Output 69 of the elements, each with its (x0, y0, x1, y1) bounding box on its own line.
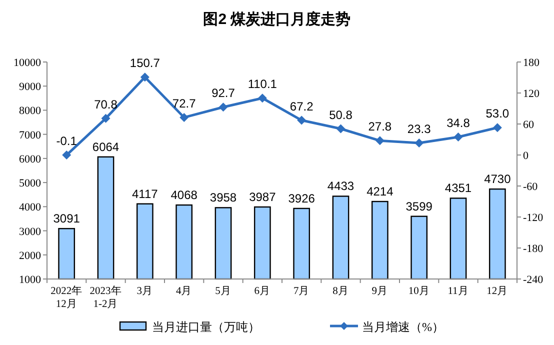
y-tick-label: 5000 (19, 178, 42, 190)
point (454, 132, 463, 142)
y2-tick-label: 60 (523, 119, 534, 131)
data-label: 53.0 (486, 106, 510, 121)
data-label: 72.7 (172, 96, 196, 110)
data-label: 67.2 (290, 99, 314, 114)
y-tick-label: 1000 (19, 274, 42, 286)
data-label: 3958 (210, 190, 237, 205)
y-tick-label: 3000 (19, 226, 42, 238)
point (140, 72, 150, 82)
data-label: 70.8 (94, 97, 118, 112)
data-label: 50.8 (329, 108, 353, 122)
point (180, 112, 189, 122)
x-tick-label: 12月 (486, 285, 508, 297)
y-tick-label: 6000 (19, 153, 42, 166)
x-tick-label: 4月 (176, 285, 192, 297)
data-label: 6064 (92, 140, 120, 154)
x-tick-label: 2022年 12月 (50, 285, 83, 310)
x-tick-label: 8月 (332, 285, 349, 297)
data-label: 4730 (484, 172, 512, 186)
y2-tick-label: -180 (523, 243, 544, 255)
x-tick-label: 6月 (254, 285, 271, 297)
point (258, 94, 267, 103)
chart-title: 图2 煤炭进口月度走势 (203, 10, 351, 28)
y-tick-label: 8000 (19, 105, 42, 118)
y2-tick-label: 0 (523, 150, 529, 162)
y-tick-label: 7000 (19, 129, 42, 142)
point (218, 102, 228, 112)
data-label: 92.7 (212, 86, 236, 100)
y-tick-label: 10000 (14, 57, 42, 69)
point (414, 138, 424, 148)
y-tick-label: 9000 (19, 81, 42, 94)
y2-tick-label: -60 (523, 181, 538, 193)
data-label: 110.1 (248, 77, 278, 92)
legend-label: 当月进口量（万吨） (152, 320, 260, 334)
y2-tick-label: 180 (523, 57, 540, 69)
data-label: 34.8 (446, 116, 470, 130)
data-label: 3987 (249, 190, 276, 204)
data-label: 3599 (406, 199, 433, 214)
data-label: 27.8 (368, 120, 392, 134)
data-label: 4214 (366, 184, 394, 199)
point (336, 124, 346, 134)
x-tick-label: 7月 (293, 285, 310, 297)
point (62, 150, 72, 160)
y2-tick-label: -120 (523, 212, 544, 224)
data-label: 4351 (444, 181, 472, 196)
point (375, 136, 384, 146)
point (492, 123, 502, 132)
data-label: 23.3 (407, 122, 432, 136)
x-tick-label: 5月 (215, 285, 232, 297)
y-tick-label: 2000 (19, 250, 42, 262)
legend-label: 当月增速（%） (362, 320, 444, 334)
y-tick-label: 4000 (19, 202, 42, 214)
data-label: 4117 (132, 186, 158, 201)
x-tick-label: 3月 (136, 285, 154, 297)
data-label: 4433 (327, 179, 354, 194)
point (297, 116, 306, 125)
data-label: 3091 (53, 212, 80, 226)
data-label: -0.1 (56, 134, 78, 148)
y2-tick-label: -240 (523, 274, 544, 286)
x-tick-label: 2023年 1-2月 (90, 285, 122, 310)
x-tick-label: 9月 (372, 285, 388, 297)
data-label: 150.7 (130, 56, 160, 70)
y2-tick-label: 120 (523, 88, 540, 100)
x-tick-label: 11月 (448, 285, 469, 297)
point (101, 114, 110, 123)
data-label: 3926 (288, 191, 316, 206)
data-label: 4068 (170, 188, 198, 202)
x-tick-label: 10月 (408, 285, 430, 297)
